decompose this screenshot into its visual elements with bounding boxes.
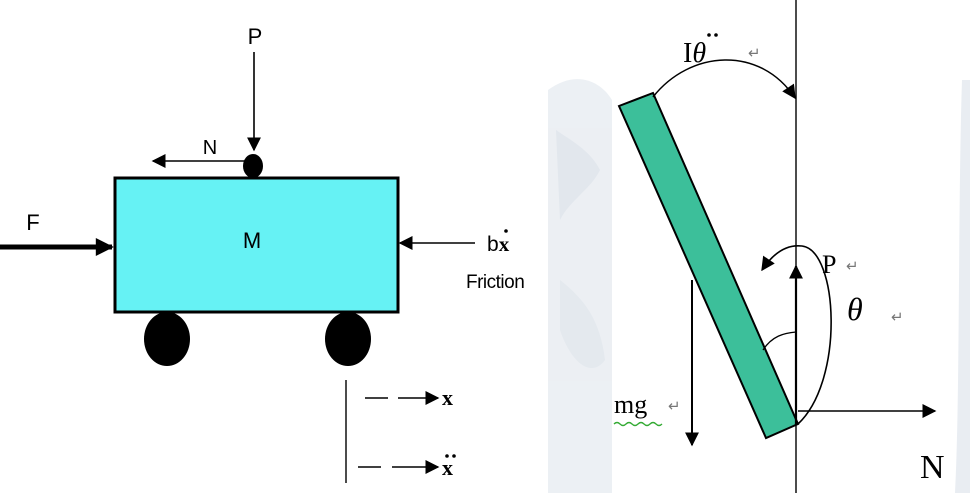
carriage-return-icon: ↵ xyxy=(891,309,904,326)
inertia-torque-label: Iθ xyxy=(683,38,706,69)
acceleration-label: x xyxy=(442,455,453,480)
friction-dot xyxy=(504,229,508,233)
position-label: x xyxy=(442,385,453,410)
angle-arc xyxy=(762,331,797,351)
gravity-label-underline xyxy=(613,421,663,427)
pendulum-rod xyxy=(617,91,800,440)
force-p-label-right: P xyxy=(822,250,836,279)
acceleration-dot-1 xyxy=(445,454,449,458)
left-wheel xyxy=(144,312,190,366)
force-p-label: P xyxy=(248,24,263,49)
gravity-label: mg xyxy=(614,390,647,419)
cart-body xyxy=(113,176,400,314)
force-n-label: N xyxy=(203,137,217,159)
carriage-return-icon: ↵ xyxy=(846,258,859,275)
inertia-dot-2 xyxy=(714,33,718,37)
carriage-return-icon: ↵ xyxy=(748,45,761,62)
cart-diagram: M P N F bx Friction x x xyxy=(0,24,525,483)
pendulum-diagram: Iθ ↵ P ↵ θ ↵ mg ↵ N xyxy=(613,0,945,493)
theta-label: θ xyxy=(847,291,863,327)
pivot-knob xyxy=(243,154,263,178)
force-n-label-right: N xyxy=(920,449,945,486)
inertia-arc-arrow xyxy=(652,59,796,100)
mass-label: M xyxy=(243,228,261,253)
theta-curved-arrow xyxy=(761,245,832,425)
force-f-label: F xyxy=(26,210,39,235)
acceleration-dot-2 xyxy=(452,454,456,458)
inertia-dot-1 xyxy=(707,33,711,37)
friction-term-label: bx xyxy=(487,232,510,256)
friction-label: Friction xyxy=(466,272,524,293)
right-wheel xyxy=(325,312,371,366)
backdrop-texture xyxy=(548,79,970,493)
carriage-return-icon: ↵ xyxy=(668,398,681,415)
